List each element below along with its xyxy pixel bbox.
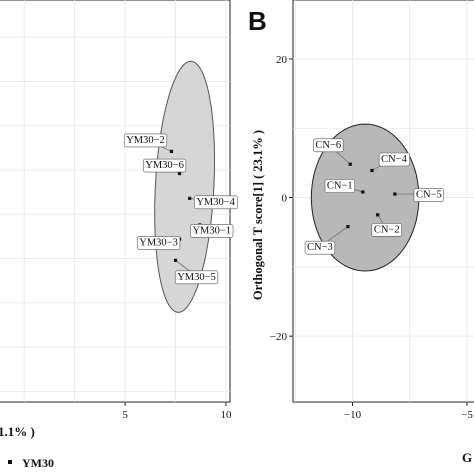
panel-a-x-axis-label: 1.1% ) (0, 424, 35, 439)
point-label: CN−5 (416, 190, 442, 201)
point-label-box (123, 133, 168, 148)
panel-b-y-axis-label: Orthogonal T score[1] ( 23.1% ) (251, 130, 265, 300)
data-point (346, 225, 350, 229)
point-label-box (371, 223, 402, 237)
panel-b-x-axis-label: G (462, 450, 472, 465)
data-point (169, 149, 174, 154)
data-point (376, 213, 380, 217)
x-tick-label: −10 (344, 409, 362, 421)
point-label-box (378, 152, 410, 167)
y-tick-label: −20 (270, 331, 288, 343)
point-label-box (142, 158, 187, 173)
point-label: YM30−6 (145, 160, 184, 171)
point-label: CN−6 (315, 140, 341, 151)
x-tick-label: 5 (122, 409, 128, 421)
data-point (370, 168, 374, 173)
point-label: CN−3 (307, 242, 333, 253)
panel-letter-b: B (248, 6, 267, 36)
panel-b-points (346, 162, 397, 229)
point-label-box (174, 270, 219, 285)
panel-a: YM30−2 YM30−6 YM30−4 YM30−1 YM30−3 YM30−5 5 10… (0, 0, 238, 470)
point-label: CN−1 (327, 180, 353, 191)
point-label-box (313, 138, 344, 153)
data-point (173, 258, 178, 262)
point-label-box (413, 188, 445, 202)
legend-label: YM30 (22, 456, 54, 470)
point-label-box (304, 240, 336, 255)
data-point (393, 192, 397, 196)
data-point (348, 162, 352, 166)
panel-a-point-labels: YM30−2 YM30−6 YM30−4 YM30−1 YM30−3 YM30−5 (123, 133, 238, 285)
panel-a-x-ticks: 5 10 (122, 402, 232, 421)
data-point (188, 196, 192, 200)
point-label-box (324, 179, 356, 193)
panel-b-point-labels: CN−6 CN−4 CN−1 CN−5 CN−2 CN−3 (304, 138, 445, 255)
point-label: YM30−2 (126, 135, 165, 146)
y-tick-label: 20 (276, 54, 288, 66)
x-tick-label: −5 (461, 409, 473, 421)
point-label: YM30−5 (177, 272, 216, 283)
y-tick-label: 0 (282, 193, 288, 205)
panel-b-x-ticks: −10 −5 (344, 402, 473, 421)
point-label: CN−4 (381, 154, 408, 165)
x-tick-label: 10 (220, 409, 232, 421)
data-point (361, 190, 365, 194)
panel-b: B Orthogonal T score[1] ( 23.1% ) CN−6CN… (248, 0, 474, 465)
legend-marker (8, 460, 12, 464)
data-point (177, 171, 182, 176)
point-label: YM30−1 (192, 225, 231, 236)
point-label: CN−2 (374, 224, 400, 235)
point-label-box (190, 224, 234, 238)
point-label-box (136, 236, 181, 250)
point-label-box (194, 195, 238, 210)
point-label: YM30−3 (139, 238, 178, 249)
point-label: YM30−4 (196, 197, 235, 208)
panel-b-y-ticks: 20 0 −20 (270, 54, 293, 343)
